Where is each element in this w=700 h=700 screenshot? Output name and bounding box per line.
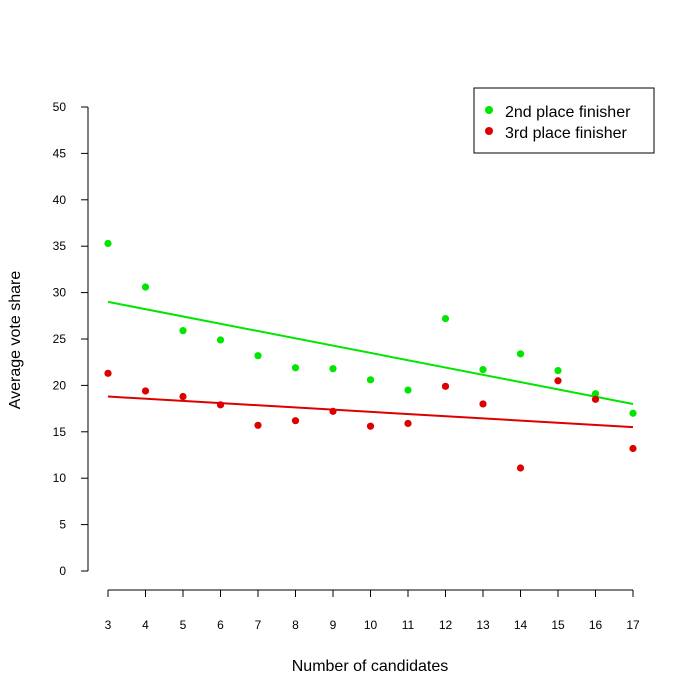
y-tick-label: 50 (53, 100, 67, 114)
trend-line-series-1 (107, 395, 634, 429)
y-tick-label: 25 (53, 332, 67, 346)
data-point-series-0 (329, 365, 337, 373)
x-tick-label: 10 (364, 618, 378, 632)
data-point-series-0 (104, 239, 112, 248)
x-tick-label: 4 (142, 618, 149, 632)
x-axis: 3 4 5 6 7 8 9 10 11 12 13 14 15 16 17 (105, 589, 640, 632)
x-tick-label: 7 (255, 618, 262, 632)
data-point-series-0 (254, 352, 262, 360)
data-point-series-1 (329, 407, 337, 415)
data-point-series-0 (479, 366, 487, 374)
x-tick-label: 8 (292, 618, 299, 632)
data-point-series-0 (591, 390, 600, 398)
x-tick-label: 6 (217, 618, 224, 632)
x-tick-label: 15 (551, 618, 565, 632)
data-point-series-1 (216, 401, 225, 409)
data-points (104, 239, 637, 472)
x-tick-label: 5 (180, 618, 187, 632)
x-axis-title: Number of candidates (292, 658, 449, 675)
data-point-series-1 (516, 464, 525, 472)
data-point-series-1 (254, 421, 262, 429)
y-tick-label: 0 (59, 564, 66, 578)
legend: 2nd place finisher 3rd place finisher (473, 87, 655, 154)
x-tick-label: 13 (476, 618, 490, 632)
legend-box (473, 87, 655, 154)
x-tick-label: 14 (514, 618, 528, 632)
x-tick-label: 3 (105, 618, 112, 632)
y-tick-label: 30 (53, 286, 67, 300)
y-axis-title: Average vote share (7, 271, 24, 410)
x-tick-label: 9 (330, 618, 337, 632)
y-tick-label: 5 (59, 518, 66, 532)
data-point-series-0 (216, 336, 225, 344)
data-point-series-1 (404, 419, 412, 428)
data-point-series-1 (179, 392, 187, 401)
data-point-series-0 (366, 376, 375, 384)
y-tick-label: 45 (53, 146, 67, 160)
y-tick-label: 20 (53, 378, 67, 392)
data-point-series-0 (441, 314, 450, 323)
data-point-series-0 (179, 327, 187, 335)
x-tick-label: 12 (439, 618, 453, 632)
data-point-series-0 (629, 409, 637, 417)
legend-label-2nd-place: 2nd place finisher (505, 104, 631, 121)
x-tick-label: 17 (626, 618, 640, 632)
data-point-series-1 (441, 382, 450, 390)
x-tick-label: 16 (589, 618, 603, 632)
data-point-series-0 (554, 366, 562, 375)
data-point-series-0 (516, 350, 525, 358)
y-tick-label: 40 (53, 193, 67, 207)
data-point-series-0 (404, 386, 412, 394)
y-tick-label: 15 (53, 425, 67, 439)
data-point-series-1 (629, 444, 637, 453)
y-tick-label: 35 (53, 239, 67, 253)
data-point-series-0 (291, 364, 300, 372)
y-tick-label: 10 (53, 471, 67, 485)
data-point-series-1 (104, 369, 112, 377)
y-axis: 0 5 10 15 20 25 30 35 40 45 50 (53, 100, 89, 578)
data-point-series-1 (291, 417, 300, 425)
data-point-series-0 (141, 283, 150, 291)
data-point-series-1 (366, 422, 375, 430)
trend-line-series-0 (107, 300, 634, 405)
x-tick-label: 11 (402, 618, 415, 632)
legend-label-3rd-place: 3rd place finisher (505, 125, 628, 142)
data-point-series-1 (479, 400, 487, 408)
data-point-series-1 (591, 395, 600, 403)
trend-lines (107, 300, 634, 429)
data-point-series-1 (554, 377, 562, 385)
legend-swatch-3rd-place (485, 127, 493, 135)
data-point-series-1 (141, 387, 150, 395)
legend-swatch-2nd-place (485, 106, 493, 114)
